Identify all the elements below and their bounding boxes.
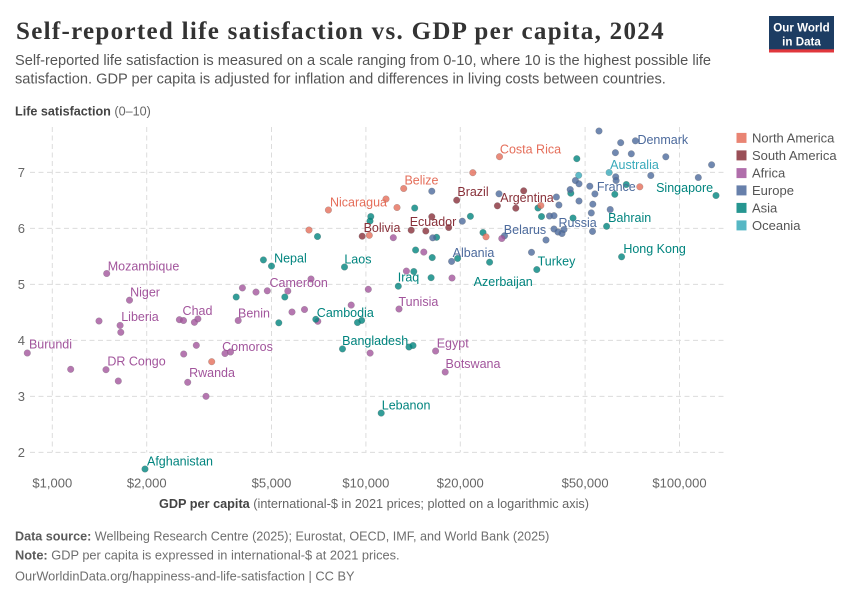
svg-text:Comoros: Comoros [222, 340, 273, 354]
svg-text:Bahrain: Bahrain [608, 211, 651, 225]
svg-text:$10,000: $10,000 [342, 476, 389, 491]
svg-text:satisfaction. GDP per capita i: satisfaction. GDP per capita is adjusted… [15, 72, 666, 88]
svg-text:4: 4 [18, 333, 25, 348]
svg-text:in Data: in Data [782, 36, 821, 49]
svg-text:Belize: Belize [404, 173, 438, 187]
svg-text:Belarus: Belarus [504, 223, 546, 237]
svg-text:Our World: Our World [773, 22, 829, 35]
svg-text:Cameroon: Cameroon [270, 276, 328, 290]
svg-text:Self-reported life satisfactio: Self-reported life satisfaction vs. GDP … [16, 18, 665, 45]
svg-text:Iraq: Iraq [398, 271, 420, 285]
svg-text:Turkey: Turkey [538, 255, 576, 269]
svg-text:Liberia: Liberia [121, 310, 159, 324]
svg-text:Russia: Russia [558, 216, 596, 230]
svg-text:Asia: Asia [752, 200, 778, 215]
svg-text:Laos: Laos [344, 252, 371, 266]
svg-text:Azerbaijan: Azerbaijan [474, 275, 533, 289]
svg-text:Burundi: Burundi [29, 338, 72, 352]
svg-text:Chad: Chad [183, 304, 213, 318]
svg-text:Life satisfaction (0–10): Life satisfaction (0–10) [15, 105, 151, 119]
svg-text:Hong Kong: Hong Kong [623, 242, 686, 256]
svg-text:Lebanon: Lebanon [382, 398, 431, 412]
svg-text:6: 6 [18, 221, 25, 236]
svg-text:2: 2 [18, 445, 25, 460]
svg-text:7: 7 [18, 165, 25, 180]
svg-text:$100,000: $100,000 [652, 476, 706, 491]
svg-text:France: France [597, 180, 636, 194]
svg-text:North America: North America [752, 130, 835, 145]
svg-text:Nepal: Nepal [274, 252, 307, 266]
svg-text:Botswana: Botswana [446, 357, 501, 371]
svg-text:Bolivia: Bolivia [364, 221, 401, 235]
svg-text:$50,000: $50,000 [562, 476, 609, 491]
svg-text:$20,000: $20,000 [437, 476, 484, 491]
svg-text:Rwanda: Rwanda [189, 366, 235, 380]
svg-text:$5,000: $5,000 [252, 476, 292, 491]
svg-text:Tunisia: Tunisia [398, 295, 438, 309]
svg-text:OurWorldinData.org/happiness-a: OurWorldinData.org/happiness-and-life-sa… [15, 569, 355, 584]
svg-text:Brazil: Brazil [457, 185, 488, 199]
svg-text:DR Congo: DR Congo [107, 354, 165, 368]
svg-text:Oceania: Oceania [752, 218, 801, 233]
svg-text:Europe: Europe [752, 183, 794, 198]
svg-text:5: 5 [18, 277, 25, 292]
svg-text:Denmark: Denmark [637, 133, 688, 147]
svg-text:Albania: Albania [453, 246, 495, 260]
svg-text:Note: GDP per capita is expres: Note: GDP per capita is expressed in int… [15, 548, 400, 563]
svg-text:Afghanistan: Afghanistan [147, 454, 213, 468]
svg-text:Benin: Benin [238, 306, 270, 320]
svg-text:South America: South America [752, 148, 837, 163]
svg-text:Nicaragua: Nicaragua [330, 195, 387, 209]
svg-text:Niger: Niger [130, 285, 160, 299]
svg-text:Ecuador: Ecuador [410, 215, 457, 229]
svg-text:Cambodia: Cambodia [317, 306, 374, 320]
svg-text:Bangladesh: Bangladesh [342, 334, 408, 348]
svg-text:$2,000: $2,000 [127, 476, 167, 491]
svg-text:Egypt: Egypt [437, 337, 469, 351]
svg-text:Australia: Australia [610, 158, 659, 172]
svg-text:Data source: Wellbeing Researc: Data source: Wellbeing Research Centre (… [15, 530, 549, 544]
svg-text:Costa Rica: Costa Rica [500, 143, 561, 157]
svg-text:Singapore: Singapore [656, 181, 713, 195]
svg-text:Mozambique: Mozambique [108, 259, 180, 273]
svg-text:$1,000: $1,000 [32, 476, 72, 491]
svg-text:3: 3 [18, 389, 25, 404]
svg-text:Self-reported life satisfactio: Self-reported life satisfaction is measu… [15, 53, 711, 69]
svg-text:Argentina: Argentina [500, 191, 554, 205]
svg-text:GDP per capita (international-: GDP per capita (international-$ in 2021 … [159, 497, 589, 511]
svg-text:Africa: Africa [752, 166, 786, 181]
